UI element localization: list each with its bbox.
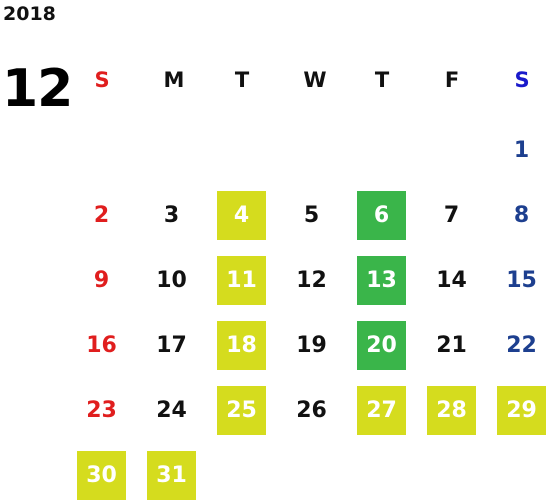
weekday-header-friday: F [444,68,460,92]
calendar-day-16: 16 [86,333,117,358]
calendar-day-11: 11 [217,256,266,305]
calendar-day-6: 6 [357,191,406,240]
weekday-header-sunday: S [94,68,110,92]
calendar-day-3: 3 [163,203,180,228]
calendar-day-31: 31 [147,451,196,500]
calendar-day-20: 20 [357,321,406,370]
calendar-day-28: 28 [427,386,476,435]
calendar-day-8: 8 [513,203,530,228]
weekday-header-thursday: T [374,68,390,92]
month-number: 12 [2,59,73,119]
calendar-day-10: 10 [156,268,187,293]
weekday-header-monday: M [163,68,185,92]
calendar-day-14: 14 [436,268,467,293]
calendar-day-7: 7 [443,203,460,228]
calendar-day-18: 18 [217,321,266,370]
calendar-day-19: 19 [296,333,327,358]
calendar-day-25: 25 [217,386,266,435]
calendar-day-24: 24 [156,398,187,423]
calendar-day-12: 12 [296,268,327,293]
calendar-day-30: 30 [77,451,126,500]
weekday-header-tuesday: T [234,68,250,92]
weekday-header-saturday: S [514,68,530,92]
calendar-day-27: 27 [357,386,406,435]
calendar-day-15: 15 [506,268,537,293]
calendar-day-5: 5 [303,203,320,228]
weekday-header-wednesday: W [303,68,327,92]
calendar-day-29: 29 [497,386,546,435]
calendar-day-1: 1 [513,138,530,163]
year-label: 2018 [3,3,56,25]
calendar-day-23: 23 [86,398,117,423]
calendar-day-2: 2 [93,203,110,228]
calendar-day-21: 21 [436,333,467,358]
calendar-day-17: 17 [156,333,187,358]
calendar-day-22: 22 [506,333,537,358]
calendar-day-26: 26 [296,398,327,423]
calendar-day-13: 13 [357,256,406,305]
calendar-day-4: 4 [217,191,266,240]
calendar-day-9: 9 [93,268,110,293]
